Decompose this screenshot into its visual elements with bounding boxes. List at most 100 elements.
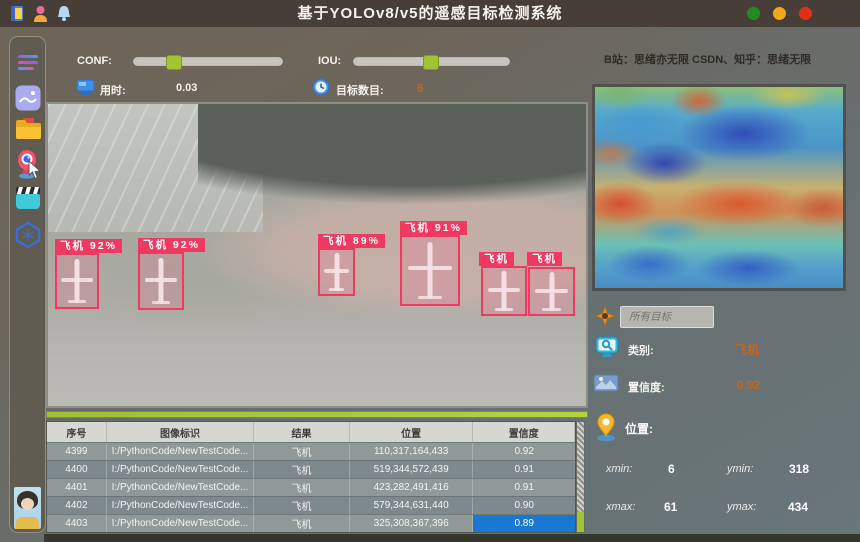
cell-index[interactable]: 4400 bbox=[47, 461, 107, 478]
table-row[interactable]: 4400 I:/PythonCode/NewTestCode... 飞机 519… bbox=[47, 460, 575, 478]
column-header-result[interactable]: 结果 bbox=[254, 422, 350, 442]
detection-box bbox=[318, 248, 355, 296]
maximize-button[interactable] bbox=[773, 7, 786, 20]
cell-index[interactable]: 4403 bbox=[47, 515, 107, 532]
table-row[interactable]: 4403 I:/PythonCode/NewTestCode... 飞机 325… bbox=[47, 514, 575, 532]
airplane-wings bbox=[408, 266, 452, 271]
class-label: 类别: bbox=[628, 345, 654, 357]
time-value: 0.03 bbox=[176, 82, 198, 94]
folder-icon[interactable] bbox=[14, 117, 42, 146]
cell-position[interactable]: 423,282,491,416 bbox=[350, 479, 474, 496]
minimize-button[interactable] bbox=[747, 7, 760, 20]
cell-confidence[interactable]: 0.90 bbox=[514, 500, 534, 511]
cell-result[interactable]: 飞机 bbox=[254, 515, 350, 532]
cell-position[interactable]: 325,308,367,396 bbox=[350, 515, 474, 532]
airplane-tail bbox=[68, 300, 86, 304]
airplane-wings bbox=[323, 269, 350, 274]
cell-confidence-selected[interactable]: 0.89 bbox=[473, 515, 575, 532]
cell-result[interactable]: 飞机 bbox=[254, 497, 350, 514]
notebook-icon bbox=[10, 5, 24, 27]
column-header-position[interactable]: 位置 bbox=[350, 422, 474, 442]
table-scrollbar-thumb[interactable] bbox=[577, 512, 584, 532]
confidence-value: 0.92 bbox=[737, 378, 761, 392]
cell-path[interactable]: I:/PythonCode/NewTestCode... bbox=[107, 461, 255, 478]
cell-index[interactable]: 4399 bbox=[47, 443, 107, 460]
airplane-tail bbox=[542, 307, 561, 311]
mouse-cursor-icon bbox=[27, 159, 43, 185]
detection-label: 飞机 91% bbox=[400, 221, 467, 235]
cell-path[interactable]: I:/PythonCode/NewTestCode... bbox=[107, 443, 255, 460]
cell-index[interactable]: 4401 bbox=[47, 479, 107, 496]
detection-image-view: 飞机 92% 飞机 92% 飞机 89% 飞机 91% 飞机 飞机 bbox=[46, 102, 588, 408]
cell-confidence[interactable]: 0.92 bbox=[514, 446, 534, 457]
cell-path[interactable]: I:/PythonCode/NewTestCode... bbox=[107, 515, 255, 532]
menu-lines-icon[interactable] bbox=[16, 53, 40, 77]
xmax-value: 61 bbox=[664, 500, 678, 514]
detection-label: 飞机 bbox=[527, 252, 562, 266]
xmin-label: xmin: bbox=[606, 463, 633, 475]
model-hexagon-icon[interactable] bbox=[15, 221, 41, 254]
table-row[interactable]: 4399 I:/PythonCode/NewTestCode... 飞机 110… bbox=[47, 442, 575, 460]
ymax-value: 434 bbox=[788, 500, 809, 514]
location-pin-icon bbox=[596, 412, 618, 447]
cell-confidence[interactable]: 0.91 bbox=[514, 464, 534, 475]
airplane-wings bbox=[534, 288, 569, 293]
airplane-wings bbox=[61, 277, 93, 282]
detection-label: 飞机 92% bbox=[55, 239, 122, 253]
bell-icon bbox=[57, 5, 71, 27]
target-select[interactable]: 所有目标 bbox=[620, 306, 714, 328]
cell-confidence[interactable]: 0.91 bbox=[514, 482, 534, 493]
cell-index[interactable]: 4402 bbox=[47, 497, 107, 514]
page-title: 基于YOLOv8/v5的遥感目标检测系统 bbox=[297, 5, 563, 22]
ymin-label: ymin: bbox=[727, 463, 754, 475]
table-row[interactable]: 4402 I:/PythonCode/NewTestCode... 飞机 579… bbox=[47, 496, 575, 514]
airplane-tail bbox=[329, 287, 344, 291]
table-scrollbar[interactable] bbox=[576, 421, 585, 533]
progress-bar bbox=[46, 411, 588, 418]
compass-icon bbox=[593, 304, 617, 332]
table-row[interactable]: 4401 I:/PythonCode/NewTestCode... 飞机 423… bbox=[47, 478, 575, 496]
bottom-strip bbox=[44, 534, 860, 542]
iou-slider[interactable] bbox=[353, 55, 510, 70]
time-label: 用时: bbox=[100, 85, 126, 97]
titlebar-icons bbox=[10, 5, 71, 27]
cell-result[interactable]: 飞机 bbox=[254, 443, 350, 460]
close-button[interactable] bbox=[799, 7, 812, 20]
cell-result[interactable]: 飞机 bbox=[254, 479, 350, 496]
target-count-value: 6 bbox=[417, 81, 424, 95]
conf-slider-handle[interactable] bbox=[166, 55, 182, 70]
xmax-label: xmax: bbox=[606, 501, 636, 513]
iou-slider-handle[interactable] bbox=[423, 55, 439, 70]
image-file-icon[interactable] bbox=[15, 85, 41, 116]
sidebar bbox=[9, 36, 46, 533]
xmin-value: 6 bbox=[668, 462, 675, 476]
column-header-index[interactable]: 序号 bbox=[47, 422, 107, 442]
detection-box bbox=[528, 267, 575, 316]
cell-position[interactable]: 519,344,572,439 bbox=[350, 461, 474, 478]
position-label: 位置: bbox=[625, 422, 653, 436]
confidence-photo-icon bbox=[593, 373, 619, 398]
airplane-wings bbox=[487, 288, 521, 293]
airplane-tail bbox=[417, 296, 443, 300]
detection-label: 飞机 bbox=[479, 252, 514, 266]
cell-result[interactable]: 飞机 bbox=[254, 461, 350, 478]
conf-label: CONF: bbox=[77, 55, 112, 67]
author-byline: B站：思绪亦无限 CSDN、知乎：思绪无限 bbox=[604, 54, 812, 66]
cell-path[interactable]: I:/PythonCode/NewTestCode... bbox=[107, 479, 255, 496]
detection-box bbox=[481, 266, 527, 316]
window-controls bbox=[747, 7, 812, 20]
column-header-image[interactable]: 图像标识 bbox=[107, 422, 255, 442]
avatar bbox=[14, 487, 41, 529]
ymin-value: 318 bbox=[789, 462, 810, 476]
ymax-label: ymax: bbox=[727, 501, 757, 513]
video-clapper-icon[interactable] bbox=[15, 186, 41, 215]
cell-path[interactable]: I:/PythonCode/NewTestCode... bbox=[107, 497, 255, 514]
user-icon bbox=[33, 5, 48, 27]
camera-icon[interactable] bbox=[16, 149, 40, 185]
cell-position[interactable]: 579,344,631,440 bbox=[350, 497, 474, 514]
cell-position[interactable]: 110,317,164,433 bbox=[350, 443, 474, 460]
column-header-confidence[interactable]: 置信度 bbox=[473, 422, 575, 442]
avatar-body bbox=[16, 517, 39, 529]
conf-slider[interactable] bbox=[133, 55, 283, 70]
